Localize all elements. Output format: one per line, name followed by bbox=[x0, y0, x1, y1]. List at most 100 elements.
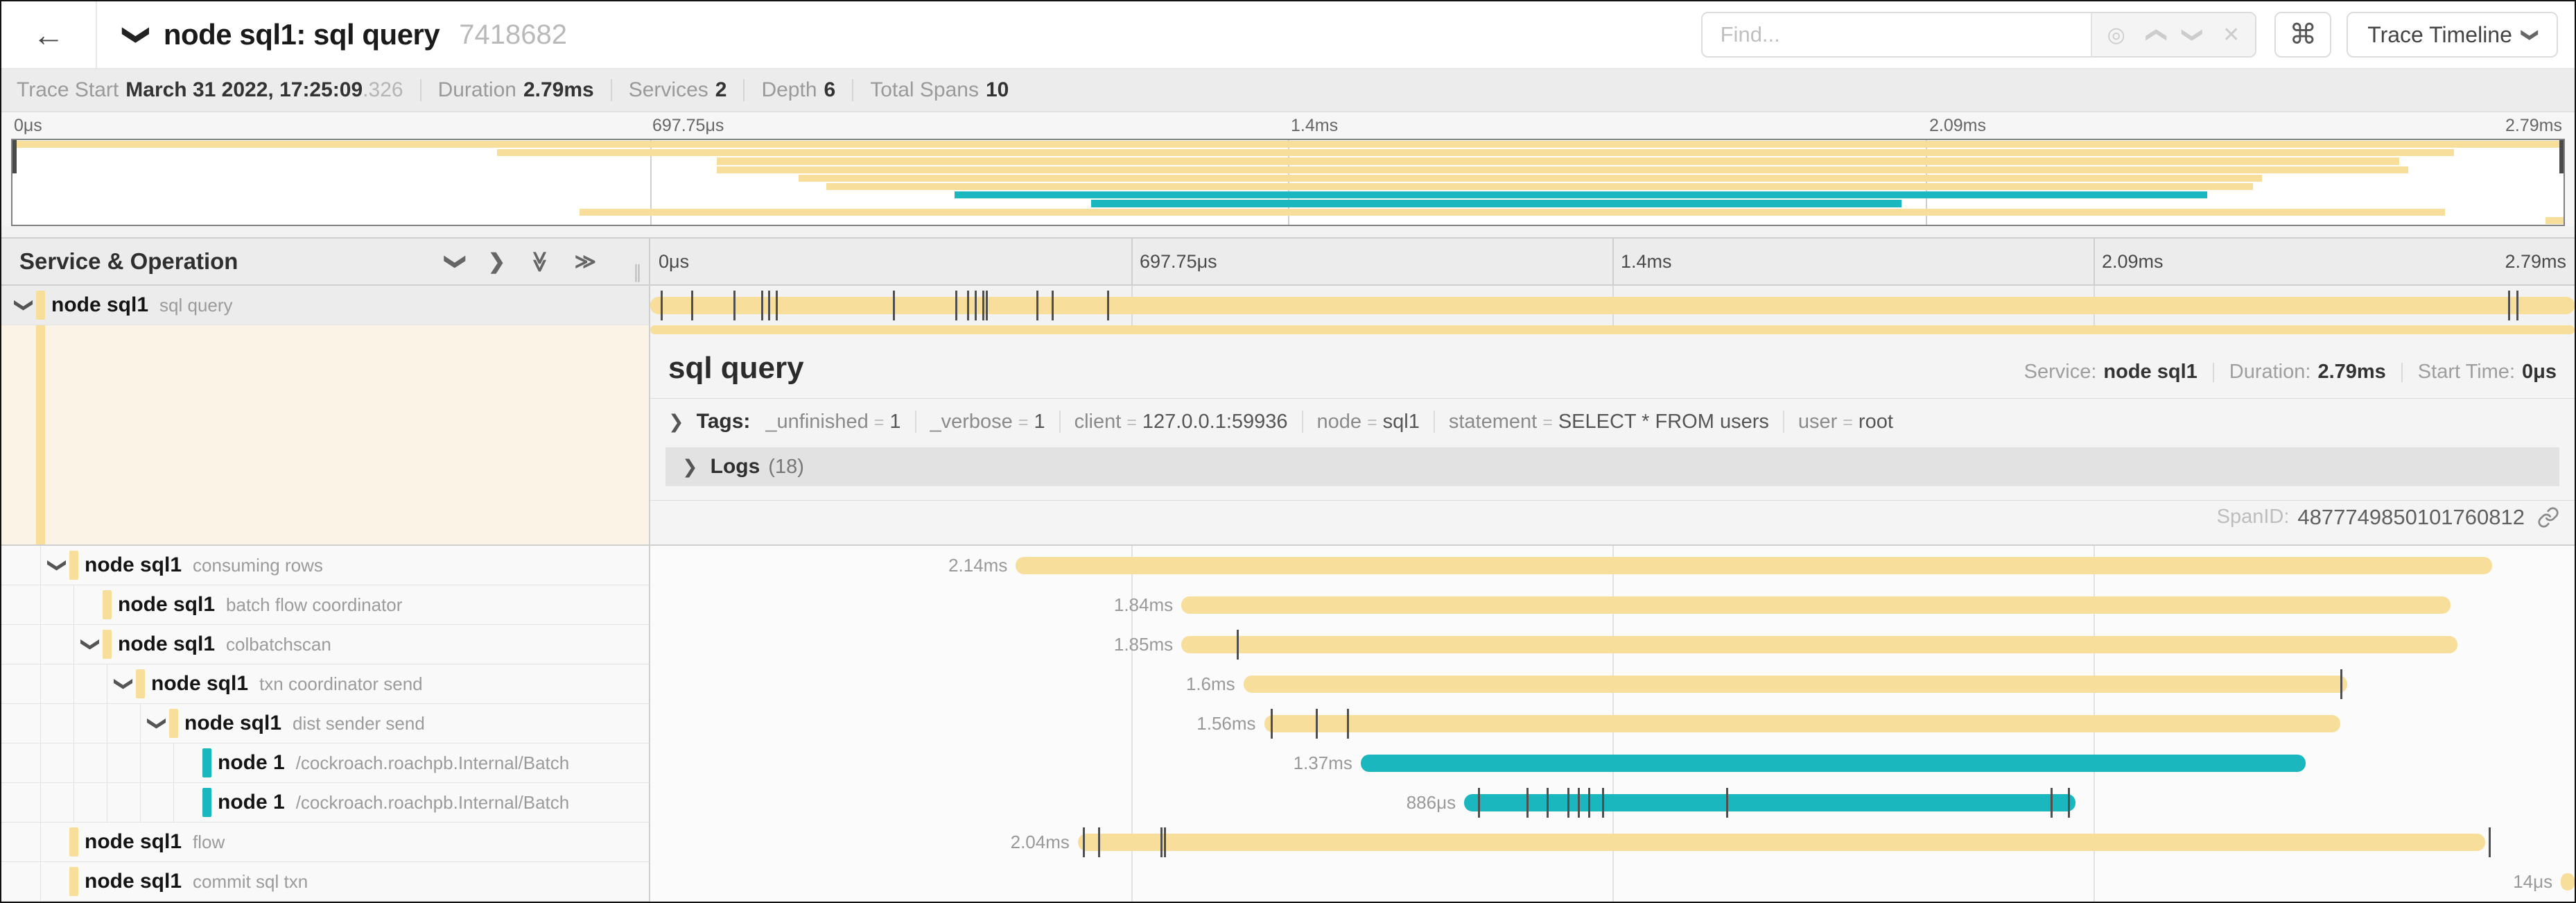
log-marker-tick[interactable] bbox=[1602, 788, 1605, 818]
chevron-down-icon[interactable]: ❯ bbox=[14, 297, 35, 313]
log-marker-tick[interactable] bbox=[1106, 291, 1109, 320]
log-marker-tick[interactable] bbox=[893, 291, 896, 320]
span-tree-item[interactable]: ❯ node sql1 dist sender send bbox=[1, 704, 650, 743]
minimap-tick-label: 2.79ms bbox=[2505, 116, 2562, 135]
log-marker-tick[interactable] bbox=[2050, 788, 2053, 818]
minimap-right-handle[interactable] bbox=[2559, 140, 2564, 173]
log-marker-tick[interactable] bbox=[1052, 291, 1054, 320]
logs-accordion[interactable]: ❯ Logs (18) bbox=[665, 447, 2559, 486]
clear-search-icon[interactable]: ✕ bbox=[2222, 23, 2240, 46]
log-marker-tick[interactable] bbox=[1588, 788, 1591, 818]
copy-link-icon[interactable] bbox=[2537, 506, 2559, 528]
log-marker-tick[interactable] bbox=[1271, 709, 1273, 739]
span-operation-name: sql query bbox=[159, 294, 233, 316]
log-marker-tick[interactable] bbox=[1160, 827, 1163, 857]
span-tree-item[interactable]: ❯ node sql1 txn coordinator send bbox=[1, 664, 650, 704]
span-service-name: node sql1 bbox=[118, 633, 216, 655]
log-marker-tick[interactable] bbox=[1097, 827, 1100, 857]
log-marker-tick[interactable] bbox=[2488, 827, 2491, 857]
log-marker-tick[interactable] bbox=[2516, 291, 2519, 320]
log-marker-tick[interactable] bbox=[982, 291, 984, 320]
log-marker-tick[interactable] bbox=[2340, 669, 2342, 699]
ruler-divider bbox=[1612, 239, 1614, 284]
log-marker-tick[interactable] bbox=[1547, 788, 1549, 818]
log-marker-tick[interactable] bbox=[1567, 788, 1570, 818]
span-color-bar bbox=[36, 291, 45, 320]
find-input[interactable] bbox=[1702, 13, 2091, 56]
span-bar[interactable] bbox=[1264, 715, 2340, 732]
log-marker-tick[interactable] bbox=[1164, 827, 1167, 857]
chevron-down-icon[interactable]: ❯ bbox=[47, 557, 69, 574]
meta-separator bbox=[2401, 362, 2403, 382]
log-marker-tick[interactable] bbox=[1082, 827, 1085, 857]
trace-title-wrap[interactable]: ❯ node sql1: sql query 7418682 bbox=[97, 18, 567, 51]
log-marker-tick[interactable] bbox=[985, 291, 988, 320]
span-bar[interactable] bbox=[650, 297, 2575, 314]
expand-one-icon[interactable]: ❯ bbox=[488, 250, 506, 273]
tree-indent-guide bbox=[140, 704, 141, 743]
chevron-down-icon[interactable]: ❯ bbox=[114, 676, 135, 692]
log-marker-tick[interactable] bbox=[1316, 709, 1319, 739]
log-marker-tick[interactable] bbox=[1578, 788, 1581, 818]
locate-icon[interactable]: ◎ bbox=[2107, 23, 2125, 46]
span-tree-item[interactable]: node sql1 commit sql txn bbox=[1, 862, 650, 902]
span-tree-item[interactable]: node 1/cockroach.roachpb.Internal/Batch bbox=[1, 743, 650, 783]
tag-item: statement = SELECT * FROM users bbox=[1449, 411, 1769, 433]
span-bar[interactable] bbox=[1016, 557, 2492, 574]
log-marker-tick[interactable] bbox=[1036, 291, 1039, 320]
column-resizer-grip[interactable]: ∥ bbox=[633, 261, 643, 282]
next-result-icon[interactable]: ❯ bbox=[2182, 26, 2205, 44]
span-bar[interactable] bbox=[1181, 596, 2451, 614]
log-marker-tick[interactable] bbox=[1236, 630, 1239, 660]
span-detail-tree-gutter bbox=[1, 325, 650, 546]
span-bar[interactable] bbox=[1243, 676, 2347, 693]
span-tree-item[interactable]: ❯ node sql1 sql query bbox=[1, 286, 650, 325]
collapse-one-icon[interactable]: ❯ bbox=[444, 252, 467, 270]
log-marker-tick[interactable] bbox=[733, 291, 736, 320]
span-service-name: node sql1 bbox=[51, 293, 149, 316]
log-marker-tick[interactable] bbox=[1526, 788, 1529, 818]
minimap-tick-label: 0μs bbox=[14, 116, 42, 135]
minimap-span-row bbox=[12, 208, 2564, 216]
back-button[interactable]: ← bbox=[1, 1, 97, 68]
view-selector-button[interactable]: Trace Timeline ❯ bbox=[2347, 12, 2558, 58]
span-bar[interactable] bbox=[1464, 794, 2075, 811]
tags-accordion[interactable]: ❯ Tags: _unfinished = 1 _verbose = 1 client = 12… bbox=[650, 399, 2575, 443]
log-marker-tick[interactable] bbox=[2067, 788, 2070, 818]
span-tree-item[interactable]: node sql1 batch flow coordinator bbox=[1, 585, 650, 625]
span-tree-item[interactable]: ❯ node sql1 colbatchscan bbox=[1, 625, 650, 664]
span-service-name: node sql1 bbox=[151, 672, 249, 695]
span-tree-item[interactable]: node 1/cockroach.roachpb.Internal/Batch bbox=[1, 783, 650, 823]
log-marker-tick[interactable] bbox=[955, 291, 957, 320]
log-marker-tick[interactable] bbox=[690, 291, 693, 320]
log-marker-tick[interactable] bbox=[1346, 709, 1349, 739]
span-bar[interactable] bbox=[2561, 873, 2575, 891]
minimap-left-handle[interactable] bbox=[12, 140, 17, 173]
log-marker-tick[interactable] bbox=[660, 291, 663, 320]
log-marker-tick[interactable] bbox=[761, 291, 764, 320]
span-bar[interactable] bbox=[1181, 636, 2457, 653]
collapse-all-icon[interactable]: ≫ bbox=[528, 250, 552, 273]
log-marker-tick[interactable] bbox=[2508, 291, 2511, 320]
trace-minimap[interactable] bbox=[11, 139, 2565, 226]
span-rows: ❯ node sql1 sql query sql query Service: no… bbox=[1, 286, 2575, 902]
span-duration-label: 1.6ms bbox=[1185, 673, 1235, 694]
span-bar[interactable] bbox=[1360, 755, 2306, 772]
chevron-down-icon[interactable]: ❯ bbox=[147, 715, 168, 732]
log-marker-tick[interactable] bbox=[776, 291, 778, 320]
log-marker-tick[interactable] bbox=[966, 291, 969, 320]
log-marker-tick[interactable] bbox=[1477, 788, 1480, 818]
span-row: node 1/cockroach.roachpb.Internal/Batch 8… bbox=[1, 783, 2575, 823]
span-bar[interactable] bbox=[1077, 834, 2485, 851]
log-marker-tick[interactable] bbox=[1726, 788, 1729, 818]
expand-all-icon[interactable]: ≫ bbox=[574, 250, 596, 273]
minimap-span-row bbox=[12, 166, 2564, 174]
prev-result-icon[interactable]: ❯ bbox=[2143, 26, 2166, 44]
log-marker-tick[interactable] bbox=[974, 291, 977, 320]
span-tree-item[interactable]: node sql1 flow bbox=[1, 823, 650, 862]
chevron-down-icon[interactable]: ❯ bbox=[80, 636, 102, 653]
keyboard-shortcuts-button[interactable]: ⌘ bbox=[2274, 12, 2332, 58]
span-tree-item[interactable]: ❯ node sql1 consuming rows bbox=[1, 546, 650, 585]
log-marker-tick[interactable] bbox=[768, 291, 771, 320]
span-timeline-cell bbox=[650, 286, 2575, 325]
